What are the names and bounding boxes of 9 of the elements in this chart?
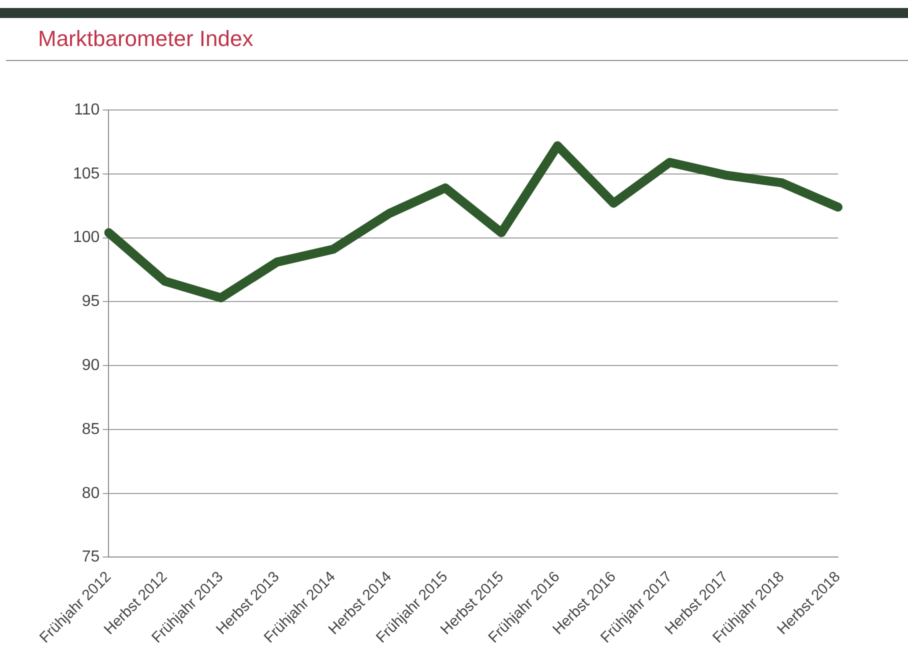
y-tick-label: 105 [72,165,100,182]
y-tick-label: 85 [82,420,100,438]
chart-title: Marktbarometer Index [38,26,254,52]
y-tick-label: 95 [82,293,100,310]
y-tick-label: 75 [82,548,100,566]
y-tick-label: 80 [82,484,100,502]
y-tick-label: 90 [82,356,100,374]
y-tick-label: 100 [72,229,100,246]
y-tick-label: 110 [74,101,100,118]
